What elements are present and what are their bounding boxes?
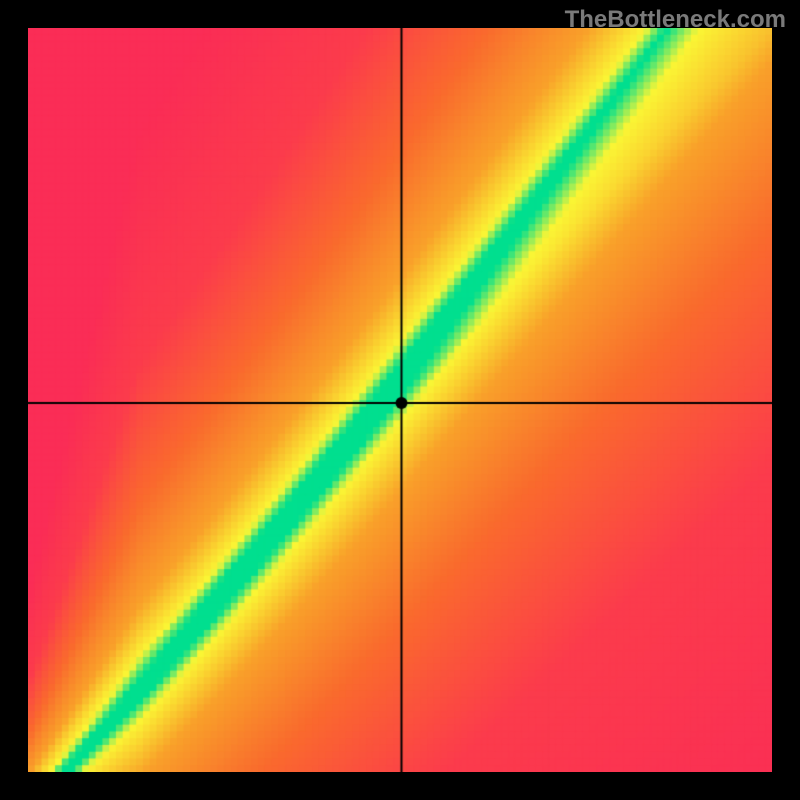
chart-container: TheBottleneck.com [0, 0, 800, 800]
heatmap-canvas [28, 28, 772, 772]
watermark: TheBottleneck.com [565, 6, 786, 34]
